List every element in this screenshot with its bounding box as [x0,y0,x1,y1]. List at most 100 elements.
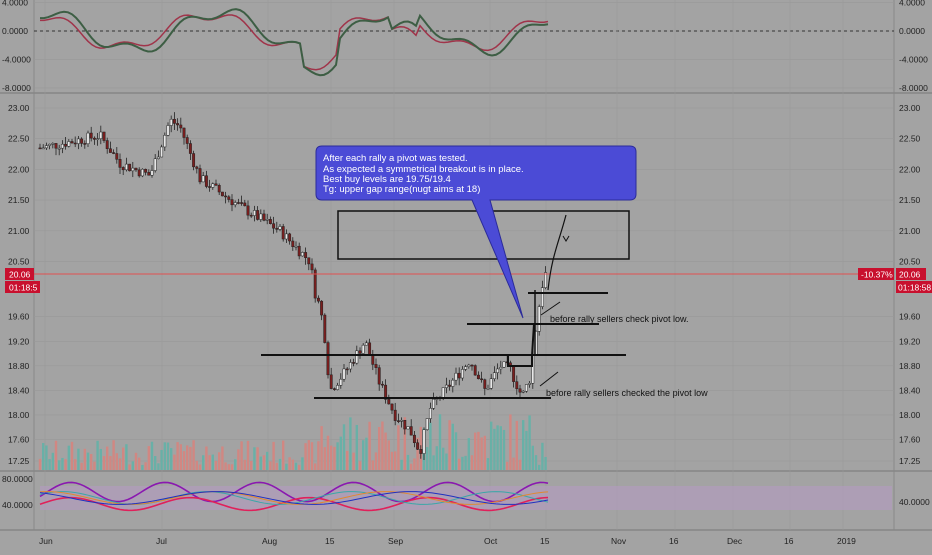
volume-bar [106,446,109,470]
price-tick-right: 23.00 [899,103,921,113]
candle-body [544,272,548,288]
time-tick: 15 [325,536,335,546]
volume-bar [86,452,90,470]
rsi-line [39,491,549,505]
candle-body [256,210,260,220]
candle-body [448,384,452,387]
volume-bar [387,440,390,470]
candle-body [230,199,234,206]
volume-bar [70,441,74,470]
osc-tick-right: 4.0000 [899,0,925,8]
candle-body [44,145,48,149]
volume-bar [93,461,96,470]
volume-bar [346,450,349,470]
volume-bar [506,461,509,470]
candle-body [214,183,218,186]
volume-bar [512,457,515,470]
volume-bar [42,443,45,470]
volume-bar [77,448,80,470]
volume-bar [90,454,93,470]
osc-tick-right: 0.0000 [899,26,925,36]
candle-body [467,364,471,367]
candle-body [384,384,388,400]
volume-bar [214,460,218,470]
volume-bar [454,432,458,470]
volume-bar [278,458,282,470]
volume-bar [483,435,486,470]
candle-body [99,131,103,139]
volume-bar [176,442,179,470]
osc-main-line [39,8,549,77]
note-upper-arrow [540,301,561,316]
candle-body [150,170,154,176]
candle-body [118,159,122,168]
candle-body [297,245,301,257]
candle-body [179,124,183,129]
volume-bar [150,441,154,470]
candle-body [249,214,253,217]
candle-body [262,213,266,221]
candle-body [412,434,416,444]
note-lower-arrow [539,371,559,387]
candle-body [313,269,317,299]
price-tick-right: 19.60 [899,312,921,322]
volume-bar [224,462,227,470]
volume-bar [58,460,61,470]
volume-bar [438,414,442,470]
volume-bar [179,444,182,470]
candle-body [144,168,148,173]
price-tick-right: 18.40 [899,385,921,395]
volume-bar [298,464,301,470]
candle-body [371,354,375,365]
callout-line-4: Tg: upper gap range(nugt aims at 18) [323,184,480,195]
volume-bar [502,429,506,470]
oscillator-pane [39,8,549,77]
volume-bar [285,463,288,470]
volume-bar [134,452,138,470]
volume-bar [163,442,166,470]
candle-body [246,205,250,216]
candle-body [291,240,295,247]
candle-body [451,379,455,387]
callout[interactable]: After each rally a pivot was tested. As … [315,145,637,319]
candle-body [390,403,394,411]
price-tick-right: 22.50 [899,134,921,144]
axis-ticks: 23.00 23.00 22.50 22.50 22.00 22.00 21.50 21.50… [2,0,930,546]
volume-bar [349,417,352,470]
volume-bar [109,456,112,470]
candle-body [339,378,343,386]
candle-body [217,185,221,193]
candle-body [83,143,87,145]
rsi-pane [39,481,892,512]
right-price-text: 20.06 [899,270,921,280]
price-tick-left: 22.00 [8,164,30,174]
projection-arrow [547,214,567,291]
volume-bar [403,417,406,470]
candle-body [259,213,263,220]
price-tick-right: 17.25 [899,456,921,466]
price-tick-left: 18.00 [8,410,30,420]
candle-body [64,143,68,147]
candle-body [204,175,208,187]
candle-body [268,219,272,224]
candle-body [156,156,160,160]
candle-body [352,362,356,364]
candle-body [163,135,167,148]
change-badge [858,268,894,280]
rsi-line [39,481,549,503]
candle-body [422,429,426,454]
volume-bar [333,446,336,470]
candle-body [137,169,141,177]
volume-bar [80,462,83,470]
candle-body [240,202,244,204]
volume-bar [234,459,237,470]
volume-bar [538,464,541,470]
volume-bar [192,440,195,470]
candle-body [192,153,196,168]
grid [34,0,894,530]
price-tick-left: 23.00 [8,103,30,113]
volume-bar [323,447,326,470]
volume-bar [470,455,474,470]
candle-body [512,366,516,382]
